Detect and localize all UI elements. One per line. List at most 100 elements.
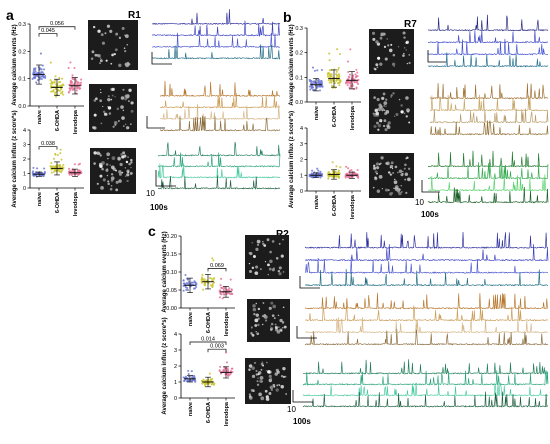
data-point	[356, 175, 359, 178]
calcium-trace	[151, 32, 281, 49]
data-point	[229, 372, 232, 375]
data-point	[43, 167, 46, 170]
data-point	[77, 163, 80, 166]
significance-bracket	[207, 268, 227, 272]
calcium-trace	[157, 152, 281, 168]
data-point	[349, 48, 352, 51]
data-point	[328, 81, 331, 84]
category-label: 6-OHDA	[55, 192, 61, 213]
data-point	[69, 89, 72, 92]
data-point	[310, 86, 313, 89]
cell-images	[88, 20, 414, 404]
data-point	[187, 280, 190, 284]
y-axis-label: Average calcium events (Hz)	[289, 24, 295, 105]
data-point	[76, 81, 79, 84]
category-label: levodopa	[350, 105, 356, 130]
data-point	[311, 82, 314, 85]
category-label: levodopa	[350, 194, 356, 219]
y-tick-label: 1	[300, 173, 303, 179]
data-point	[218, 296, 221, 299]
calcium-trace	[427, 150, 548, 168]
data-point	[186, 287, 189, 290]
scale-bar	[151, 52, 172, 65]
category-label: levodopa	[73, 191, 79, 216]
data-point	[229, 370, 232, 373]
data-point	[229, 292, 232, 296]
data-point	[58, 89, 61, 92]
data-point	[338, 84, 341, 87]
p-value-label: 0.038	[41, 141, 55, 147]
category-label: 6-OHDA	[332, 195, 338, 216]
data-point	[77, 169, 80, 172]
scale-amplitude-b: 10	[415, 198, 424, 207]
data-point	[319, 79, 323, 83]
data-point	[50, 171, 53, 174]
data-point	[335, 76, 338, 79]
data-point	[71, 83, 74, 86]
data-point	[184, 273, 187, 277]
data-point	[335, 70, 338, 73]
category-label: naive	[314, 106, 320, 120]
trace-group	[304, 292, 549, 346]
y-tick-label: 0.15	[166, 252, 177, 258]
data-point	[328, 52, 331, 55]
scale-time-c: 100s	[293, 417, 311, 426]
data-point	[80, 78, 83, 81]
data-point	[182, 376, 185, 379]
category-label: 6-OHDA	[206, 312, 212, 333]
data-point	[337, 68, 340, 71]
data-point	[59, 152, 62, 155]
y-tick-label: 0.2	[18, 49, 26, 55]
data-point	[72, 88, 75, 91]
y-tick-label: 4	[300, 126, 303, 132]
data-point	[230, 289, 233, 292]
p-value-label: 0.003	[210, 344, 224, 350]
data-point	[321, 85, 324, 88]
trace-group	[157, 141, 281, 190]
data-point	[59, 148, 62, 151]
data-point	[210, 383, 213, 386]
data-point	[54, 93, 57, 96]
cell-image	[369, 153, 414, 198]
data-point	[62, 93, 65, 96]
data-point	[326, 72, 329, 75]
data-point	[50, 161, 53, 165]
data-point	[348, 76, 351, 79]
category-label: naive	[188, 312, 194, 326]
significance-bracket	[189, 341, 227, 345]
trace-group	[429, 83, 549, 136]
data-point	[356, 82, 360, 86]
scale-bar	[427, 50, 446, 63]
calcium-trace	[304, 292, 549, 310]
y-tick-label: 0.0	[295, 100, 303, 106]
calcium-trace	[159, 115, 281, 132]
data-point	[54, 79, 57, 82]
data-point	[350, 169, 353, 172]
cell-image	[90, 148, 136, 194]
data-point	[187, 369, 190, 372]
cell-image	[369, 29, 414, 74]
data-point	[213, 277, 216, 280]
data-point	[187, 373, 190, 376]
data-point	[209, 277, 212, 280]
category-label: 6-OHDA	[55, 110, 61, 131]
data-point	[338, 176, 341, 179]
data-point	[311, 169, 314, 172]
chart-c-influx: 0 1 2 3 4 Average calcium influx (z score*s) n…	[162, 317, 235, 426]
data-point	[203, 283, 206, 286]
p-value-label: 0.069	[210, 263, 224, 269]
scale-bar	[299, 276, 320, 289]
y-tick-label: 0.1	[295, 75, 303, 81]
data-point	[328, 175, 332, 178]
data-point	[225, 361, 229, 364]
scale-bar	[296, 326, 317, 339]
data-point	[346, 81, 349, 85]
data-point	[58, 163, 61, 167]
data-point	[70, 81, 74, 84]
category-label: naive	[37, 192, 43, 206]
data-point	[219, 365, 222, 368]
scale-bar	[292, 390, 313, 403]
data-point	[339, 79, 342, 83]
data-point	[49, 79, 52, 82]
